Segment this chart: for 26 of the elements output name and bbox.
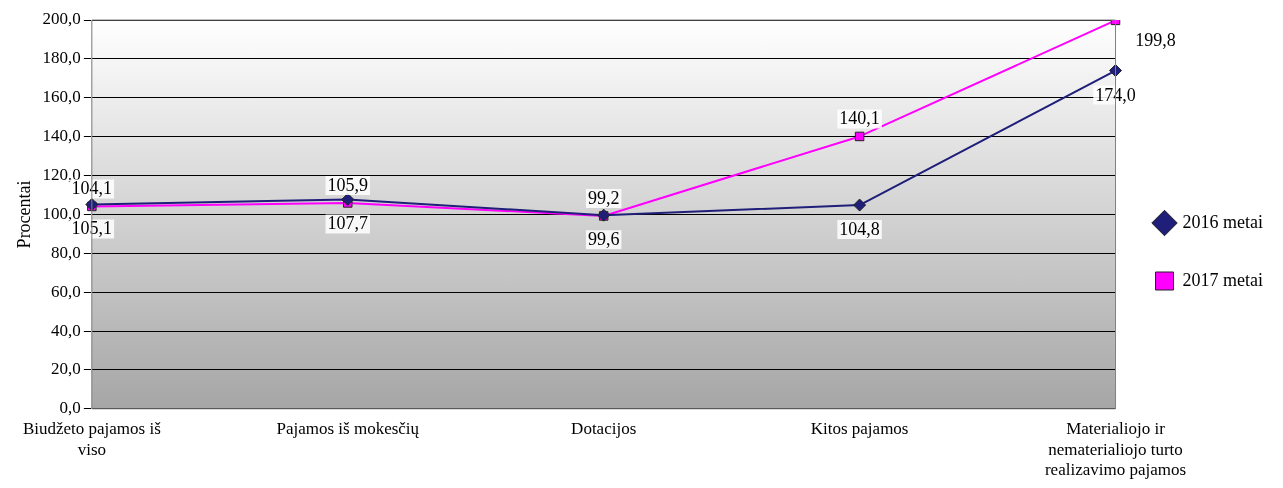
data-label: 199,8 — [1135, 30, 1176, 51]
x-tick-label: Pajamos iš mokesčių — [276, 419, 420, 439]
y-tick-label: 0,0 — [59, 398, 81, 418]
y-axis-title: Procentai — [13, 180, 34, 249]
y-tick-label: 200,0 — [42, 9, 81, 29]
y-tick-label: 40,0 — [51, 320, 81, 340]
y-tick-label: 140,0 — [42, 126, 81, 146]
data-label: 107,7 — [327, 213, 369, 234]
data-label: 174,0 — [1095, 84, 1136, 105]
data-label: 140,1 — [839, 108, 880, 129]
x-tick-label: Dotacijos — [571, 419, 637, 439]
y-tick-label: 60,0 — [51, 281, 81, 301]
y-tick-label: 180,0 — [42, 48, 81, 68]
x-tick-label: Kitos pajamos — [810, 419, 909, 439]
legend-label: 2017 metai — [1182, 269, 1263, 290]
y-tick-label: 20,0 — [51, 359, 81, 379]
data-label: 99,6 — [587, 229, 620, 250]
y-tick-label: 80,0 — [51, 242, 81, 262]
legend-label: 2016 metai — [1182, 211, 1263, 232]
data-label: 99,2 — [587, 187, 620, 208]
data-label: 105,9 — [327, 174, 369, 195]
y-tick-label: 160,0 — [42, 87, 81, 107]
x-tick-label: Materialiojo ir nematerialiojo turto realizavimo pajamos — [1044, 419, 1187, 480]
data-label: 105,1 — [71, 218, 113, 239]
x-tick-label: Biudžeto pajamos iš viso — [22, 419, 162, 459]
data-label: 104,8 — [839, 219, 880, 240]
